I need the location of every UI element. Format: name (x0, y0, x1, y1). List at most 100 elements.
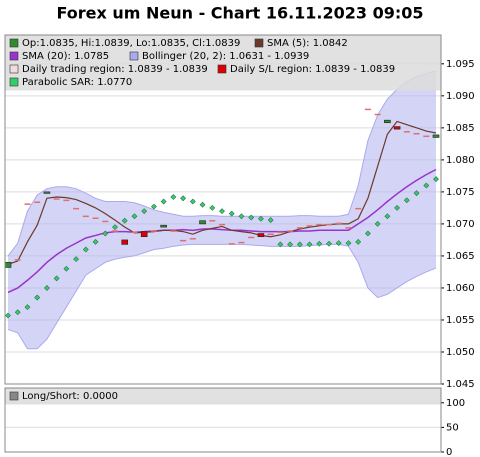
sar-dot (180, 195, 186, 202)
legend-swatch (217, 64, 227, 74)
plot-frame (4, 387, 442, 453)
candle (355, 207, 362, 210)
candle (34, 201, 41, 203)
y-tick-label: 50 (446, 422, 459, 433)
candle (73, 207, 80, 210)
sar-dot (92, 238, 99, 245)
candle (228, 243, 235, 245)
legend-swatch (9, 64, 19, 74)
sar-dot (296, 241, 303, 248)
y-tick-label: 1.085 (446, 123, 475, 134)
candle (306, 225, 313, 227)
candle (287, 230, 294, 232)
sar-dot (374, 221, 381, 227)
candle (335, 222, 342, 225)
sar-dot (53, 275, 60, 282)
sar-dot (189, 198, 196, 205)
sar-dot (160, 198, 167, 205)
candle (189, 237, 196, 240)
sar-dot (277, 241, 284, 248)
chart-title: Forex um Neun - Chart 16.11.2023 09:05 (56, 4, 423, 23)
candle (14, 259, 21, 261)
candle (180, 239, 187, 242)
sar-dot (345, 240, 352, 247)
legend-label: SMA (20): 1.0785 (22, 51, 109, 62)
candle (257, 233, 265, 238)
candle (209, 220, 216, 222)
legend-swatch (129, 51, 139, 61)
sar-dot (219, 208, 225, 215)
bollinger-upper (7, 70, 437, 257)
candle (24, 203, 31, 205)
y-tick-label: 1.060 (446, 283, 475, 294)
legend-swatch (9, 391, 19, 401)
candle (43, 191, 51, 194)
sar-dot (248, 214, 255, 221)
sar-dot (63, 265, 70, 272)
candle (374, 113, 381, 116)
y-tick-label: 1.050 (446, 347, 475, 358)
y-tick-label: 100 (446, 398, 465, 409)
candle (170, 230, 177, 232)
sar-dot (384, 213, 391, 220)
legend-band (5, 35, 441, 91)
legend-label: Daily trading region: 1.0839 - 1.0839 (22, 64, 208, 75)
sar-dot (365, 230, 371, 237)
candle (277, 231, 284, 234)
candle (4, 262, 12, 268)
sar-dot (403, 197, 410, 204)
legend-label: Daily S/L region: 1.0839 - 1.0839 (230, 64, 395, 75)
candle (364, 108, 371, 111)
y-tick-label: 1.070 (446, 219, 475, 230)
sar-dot (112, 224, 118, 231)
sar-dot (326, 240, 332, 247)
legend-swatch (254, 38, 264, 48)
y-tick-label: 1.095 (446, 59, 475, 70)
plot-frame (4, 34, 442, 385)
candle (199, 220, 206, 225)
y-tick-label: 0 (446, 447, 452, 457)
sar-dot (24, 304, 31, 311)
candle (403, 131, 410, 133)
candle (219, 223, 225, 226)
sar-dot (306, 241, 313, 248)
sar-dot (258, 215, 264, 222)
legend-label: SMA (5): 1.0842 (267, 38, 348, 49)
candle (296, 227, 303, 229)
legend-label: Parabolic SAR: 1.0770 (22, 77, 132, 88)
sar-dot (170, 194, 177, 200)
candle (345, 227, 352, 229)
sar-dot (151, 203, 157, 210)
legend-label: Bollinger (20, 2): 1.0631 - 1.0939 (142, 51, 309, 62)
candle (393, 126, 401, 130)
y-tick-label: 1.080 (446, 155, 475, 166)
sar-dot (413, 190, 420, 197)
sar-dot (394, 204, 400, 211)
candle (384, 119, 391, 124)
legend-label: Long/Short: 0.0000 (22, 391, 118, 402)
legend-band (5, 388, 441, 405)
sar-dot (267, 217, 274, 223)
sar-dot (131, 213, 138, 220)
candle (238, 241, 245, 244)
sar-dot (423, 182, 430, 189)
candle (112, 230, 118, 232)
candle (92, 217, 99, 220)
sar-dot (44, 285, 50, 291)
sar-dot (82, 246, 89, 253)
sar-dot (141, 208, 148, 215)
sar-dot (228, 210, 235, 217)
candle (432, 134, 440, 138)
sar-dot (209, 204, 216, 211)
candle (267, 233, 274, 236)
candle (53, 198, 60, 200)
candle (423, 135, 430, 138)
y-tick-label: 1.065 (446, 251, 475, 262)
candle (140, 231, 148, 238)
sar-dot (355, 238, 362, 245)
candle (102, 220, 109, 223)
candle (63, 199, 70, 202)
legend-swatch (9, 51, 19, 61)
candle (121, 239, 129, 245)
y-tick-label: 1.090 (446, 91, 475, 102)
